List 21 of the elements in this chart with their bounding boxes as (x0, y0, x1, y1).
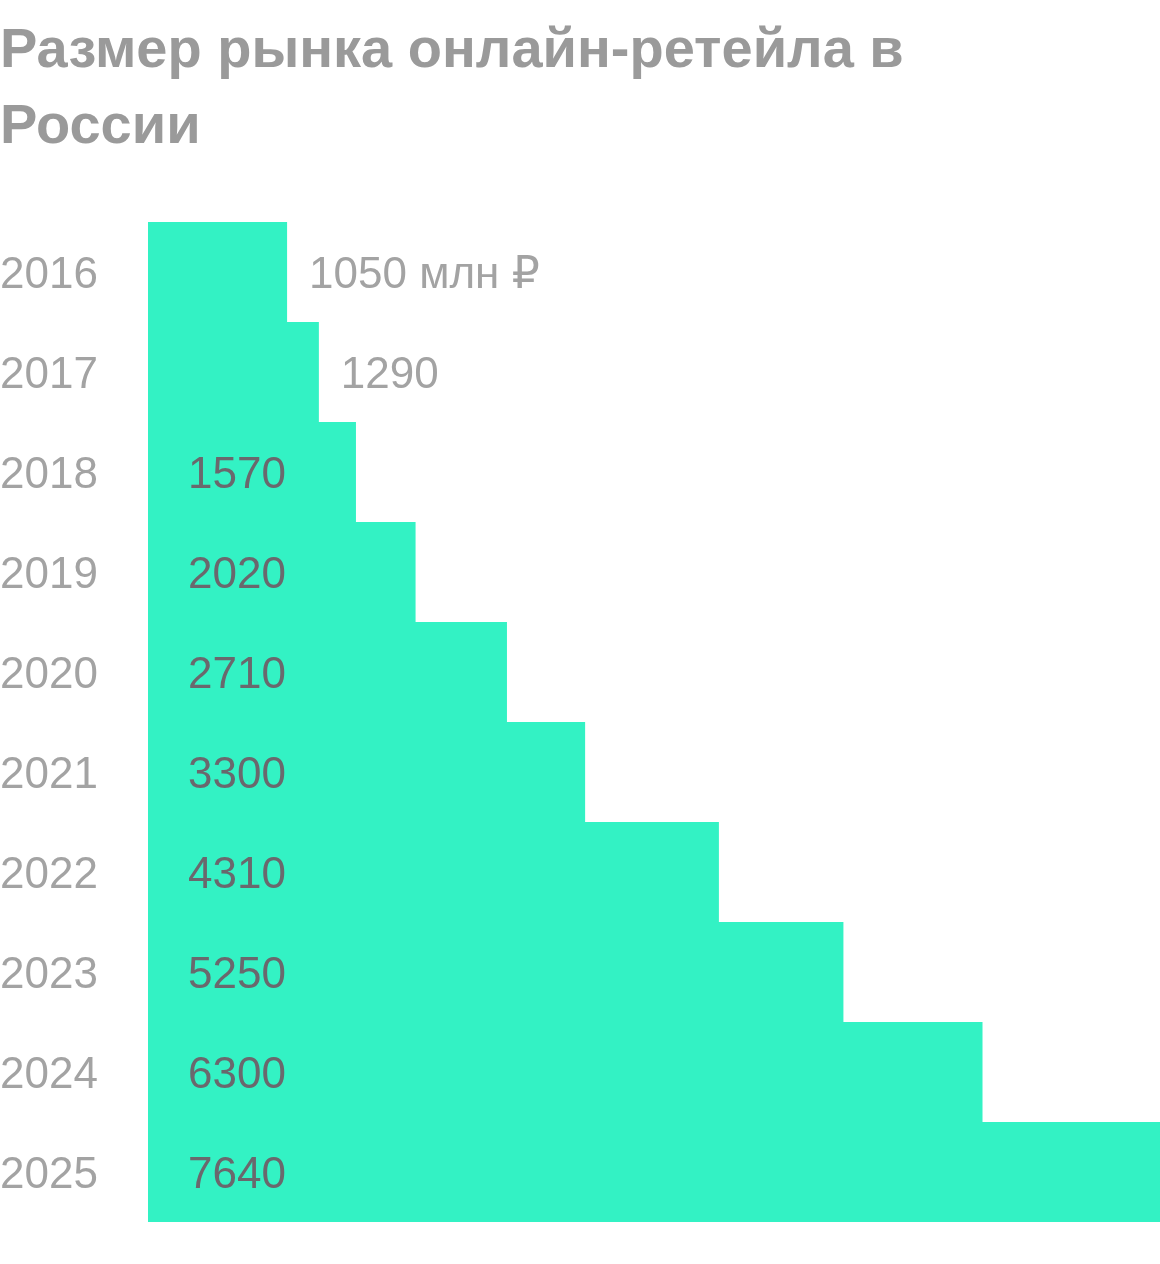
data-label: 6300 (188, 1047, 286, 1097)
data-label: 2020 (188, 547, 286, 597)
data-label: 7640 (188, 1147, 286, 1197)
data-label: 1290 (340, 347, 439, 397)
data-label: 1570 (188, 447, 286, 497)
data-label: 2710 (188, 647, 286, 697)
y-tick-label: 2017 (0, 347, 98, 397)
data-label: 4310 (188, 847, 286, 897)
y-tick-label: 2025 (0, 1147, 98, 1197)
y-tick-label: 2024 (0, 1047, 98, 1097)
data-label: 1050 млн ₽ (309, 247, 540, 297)
y-tick-label: 2022 (0, 847, 98, 897)
chart-title: Размер рынка онлайн-ретейла в России (0, 15, 905, 157)
data-label: 3300 (188, 747, 286, 797)
y-tick-label: 2019 (0, 547, 98, 597)
y-tick-label: 2020 (0, 647, 98, 697)
y-tick-label: 2023 (0, 947, 98, 997)
y-tick-label: 2016 (0, 247, 98, 297)
y-tick-label: 2018 (0, 447, 98, 497)
data-label: 5250 (188, 947, 286, 997)
y-tick-label: 2021 (0, 747, 98, 797)
